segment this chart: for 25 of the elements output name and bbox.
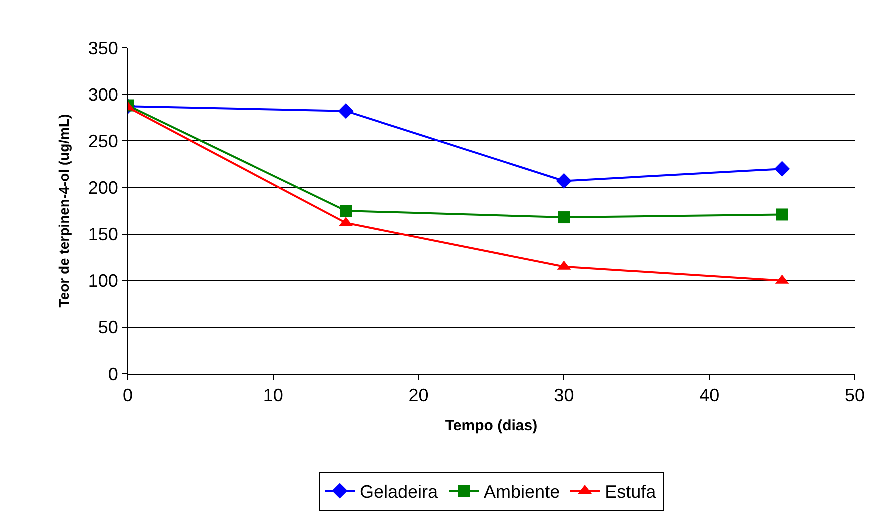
legend-label: Estufa [605, 482, 658, 502]
y-axis-title: Teor de terpinen-4-ol (ug/mL) [56, 114, 72, 308]
point [338, 104, 354, 120]
y-tick-label: 150 [88, 224, 118, 245]
y-tick-label: 350 [88, 38, 118, 58]
y-tick-label: 250 [88, 131, 118, 152]
legend-label: Geladeira [360, 482, 440, 502]
point [556, 173, 572, 189]
y-tick-label: 0 [108, 364, 118, 384]
x-tick-label: 30 [554, 386, 574, 406]
y-tick-label: 200 [88, 178, 118, 198]
x-tick-label: 10 [263, 386, 284, 406]
x-tick-label: 0 [122, 386, 134, 406]
point [776, 208, 788, 221]
y-tick-label: 50 [98, 318, 118, 338]
point [558, 212, 570, 224]
point [774, 161, 790, 177]
point [340, 205, 352, 217]
y-tick-label: 100 [88, 271, 118, 292]
y-tick-label: 300 [88, 84, 118, 105]
x-tick-label: 40 [700, 386, 720, 406]
x-tick-label: 20 [408, 386, 429, 406]
legend-label: Ambiente [484, 482, 560, 502]
x-tick-label: 50 [844, 386, 866, 406]
x-axis-title: Tempo (dias) [445, 418, 538, 435]
